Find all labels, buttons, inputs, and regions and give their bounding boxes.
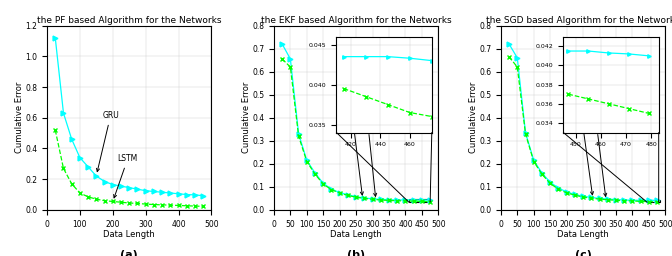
Y-axis label: Cumulative Error: Cumulative Error — [468, 82, 478, 153]
Text: (c): (c) — [575, 250, 591, 256]
Title: the EKF based Algorithm for the Networks: the EKF based Algorithm for the Networks — [261, 16, 452, 25]
Text: GRU: GRU — [566, 65, 593, 195]
Text: LSTM: LSTM — [587, 120, 607, 196]
Title: the SGD based Algorithm for the Networks: the SGD based Algorithm for the Networks — [487, 16, 672, 25]
Text: (a): (a) — [120, 250, 138, 256]
X-axis label: Data Length: Data Length — [557, 230, 609, 239]
Bar — [409, 199, 430, 202]
Y-axis label: Cumulative Error: Cumulative Error — [15, 82, 24, 153]
Text: (b): (b) — [347, 250, 365, 256]
Y-axis label: Cumulative Error: Cumulative Error — [242, 82, 251, 153]
X-axis label: Data Length: Data Length — [103, 230, 155, 239]
Text: LSTM: LSTM — [114, 154, 138, 198]
Text: LSTM: LSTM — [358, 120, 378, 196]
X-axis label: Data Length: Data Length — [330, 230, 382, 239]
Title: the PF based Algorithm for the Networks: the PF based Algorithm for the Networks — [37, 16, 222, 25]
Bar — [647, 200, 660, 202]
Text: GRU: GRU — [338, 65, 364, 195]
Text: GRU: GRU — [97, 111, 119, 172]
